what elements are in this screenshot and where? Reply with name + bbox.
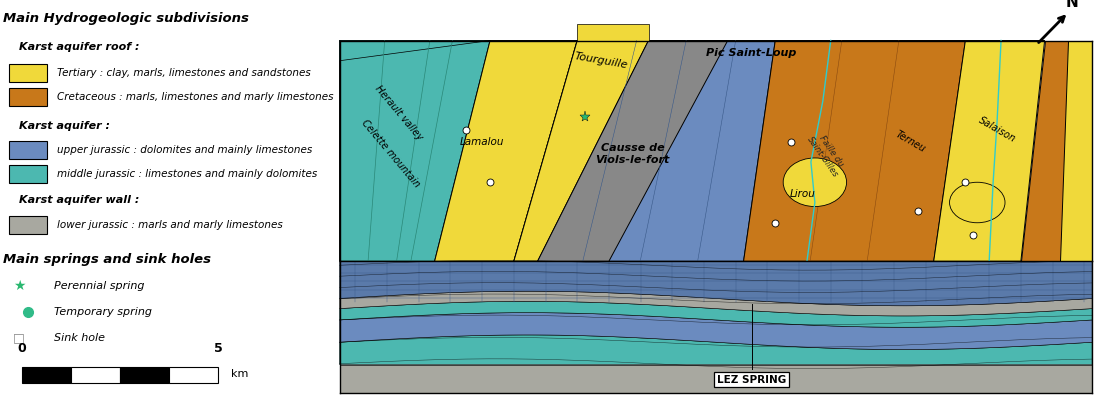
Text: LEZ SPRING: LEZ SPRING <box>717 375 787 385</box>
Text: Celette mountain: Celette mountain <box>360 118 422 190</box>
Text: Temporary spring: Temporary spring <box>53 307 152 317</box>
Polygon shape <box>577 24 648 40</box>
Bar <box>10 64 48 82</box>
Text: Perennial spring: Perennial spring <box>53 281 144 290</box>
Polygon shape <box>514 40 648 261</box>
Polygon shape <box>339 301 1092 327</box>
Bar <box>10 141 48 159</box>
Text: Lirou: Lirou <box>790 190 815 199</box>
Polygon shape <box>514 40 776 261</box>
Text: Sink hole: Sink hole <box>53 333 104 343</box>
Bar <box>10 88 48 107</box>
Bar <box>10 165 48 183</box>
Text: middle jurassic : limestones and mainly dolomites: middle jurassic : limestones and mainly … <box>57 169 317 179</box>
Text: 5: 5 <box>214 342 223 355</box>
Polygon shape <box>339 40 490 261</box>
Polygon shape <box>339 261 1092 306</box>
Text: ★: ★ <box>12 279 25 292</box>
Polygon shape <box>537 40 728 261</box>
Text: 0: 0 <box>18 342 27 355</box>
Text: Cretaceous : marls, limestones and marly limestones: Cretaceous : marls, limestones and marly… <box>57 92 334 102</box>
Polygon shape <box>339 313 1092 350</box>
Bar <box>71 367 120 383</box>
Polygon shape <box>743 40 965 261</box>
Text: Faille du
Saint-Gilles: Faille du Saint-Gilles <box>806 129 849 179</box>
Polygon shape <box>339 335 1092 364</box>
Polygon shape <box>339 291 1092 316</box>
Polygon shape <box>339 364 1092 393</box>
Bar <box>168 367 218 383</box>
Text: Karst aquifer wall :: Karst aquifer wall : <box>19 196 140 205</box>
Text: Karst aquifer roof :: Karst aquifer roof : <box>19 42 140 51</box>
Polygon shape <box>934 40 1045 261</box>
Polygon shape <box>434 40 577 261</box>
Text: Terneu: Terneu <box>893 129 926 154</box>
Ellipse shape <box>950 182 1005 223</box>
Text: Salaison: Salaison <box>977 115 1017 144</box>
Text: N: N <box>1066 0 1079 10</box>
Text: Causse de
Viols-le-fort: Causse de Viols-le-fort <box>595 143 670 165</box>
Ellipse shape <box>783 158 847 207</box>
Text: Main Hydrogeologic subdivisions: Main Hydrogeologic subdivisions <box>3 12 249 25</box>
Polygon shape <box>1060 40 1092 261</box>
Polygon shape <box>339 40 490 61</box>
Text: upper jurassic : dolomites and mainly limestones: upper jurassic : dolomites and mainly li… <box>57 145 312 155</box>
Text: Herault valley: Herault valley <box>373 84 424 143</box>
Text: Lamalou: Lamalou <box>460 137 504 147</box>
Text: Karst aquifer :: Karst aquifer : <box>19 121 110 130</box>
Text: Pic Saint-Loup: Pic Saint-Loup <box>706 48 797 58</box>
Text: Main springs and sink holes: Main springs and sink holes <box>3 253 212 266</box>
Bar <box>10 216 48 234</box>
Text: □: □ <box>12 332 24 345</box>
Text: Tourguille: Tourguille <box>574 51 628 70</box>
Bar <box>120 367 168 383</box>
Bar <box>22 367 71 383</box>
Text: Tertiary : clay, marls, limestones and sandstones: Tertiary : clay, marls, limestones and s… <box>57 68 310 78</box>
Polygon shape <box>1020 40 1092 261</box>
Text: km: km <box>230 369 248 379</box>
Text: lower jurassic : marls and marly limestones: lower jurassic : marls and marly limesto… <box>57 220 283 230</box>
